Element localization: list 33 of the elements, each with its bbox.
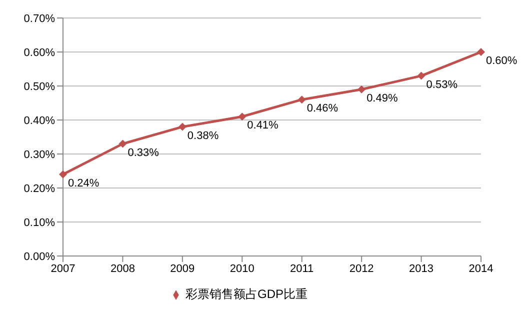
x-tick-label: 2014 xyxy=(468,262,494,275)
y-tick-label: 0.30% xyxy=(24,148,56,161)
point xyxy=(477,48,485,56)
data-label: 0.49% xyxy=(366,92,398,104)
data-label: 0.38% xyxy=(187,130,219,142)
data-label: 0.24% xyxy=(68,177,100,190)
x-tick-label: 2012 xyxy=(349,262,374,275)
x-tick-label: 2010 xyxy=(230,262,254,275)
data-label: 0.41% xyxy=(247,120,279,132)
y-tick-label: 0.40% xyxy=(24,114,56,127)
x-tick-label: 2007 xyxy=(50,262,76,275)
point xyxy=(358,85,366,94)
y-tick-label: 0.60% xyxy=(24,46,56,59)
point xyxy=(238,112,246,121)
x-tick-label: 2011 xyxy=(290,262,314,275)
y-tick-label: 0.10% xyxy=(24,216,56,229)
data-label: 0.46% xyxy=(306,102,338,115)
x-tick-label: 2008 xyxy=(110,262,135,275)
point xyxy=(298,96,306,104)
y-tick-label: 0.00% xyxy=(24,250,56,263)
x-tick-label: 2009 xyxy=(170,262,195,275)
point xyxy=(417,72,426,80)
legend-label: 彩票销售额占GDP比重 xyxy=(185,287,308,301)
point xyxy=(59,170,67,178)
data-label: 0.60% xyxy=(486,55,518,67)
y-tick-label: 0.50% xyxy=(24,80,56,93)
data-label: 0.33% xyxy=(128,146,160,159)
data-label: 0.53% xyxy=(426,78,458,91)
point xyxy=(178,122,186,131)
point xyxy=(118,140,127,148)
y-tick-label: 0.70% xyxy=(24,12,56,25)
x-tick-label: 2013 xyxy=(409,262,434,275)
y-tick-label: 0.20% xyxy=(24,182,56,195)
